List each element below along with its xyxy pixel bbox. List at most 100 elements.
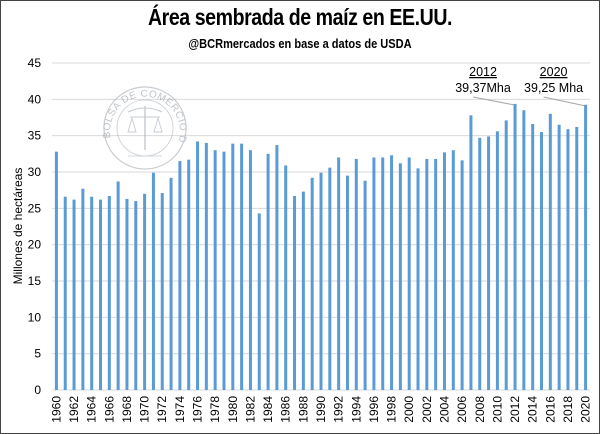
bar-1994 <box>354 158 358 390</box>
bar-1998 <box>390 155 394 390</box>
bar-2006 <box>460 160 464 390</box>
x-tick-label: 2004 <box>437 396 451 423</box>
bar-1988 <box>301 191 305 390</box>
bar-1970 <box>143 193 147 390</box>
bar-1974 <box>178 161 182 390</box>
bar-1976 <box>196 141 200 390</box>
bar-1966 <box>107 195 111 390</box>
bar-1999 <box>398 163 402 390</box>
bar-1961 <box>63 196 67 390</box>
x-tick-label: 1982 <box>243 396 257 423</box>
x-tick-label: 2014 <box>526 396 540 423</box>
bar-1986 <box>284 165 288 390</box>
x-tick-label: 1972 <box>155 396 169 423</box>
bar-1978 <box>213 150 217 390</box>
bar-1985 <box>275 145 279 390</box>
bar-2014 <box>531 124 535 390</box>
bar-2008 <box>478 137 482 390</box>
bar-2005 <box>451 150 455 390</box>
bar-1975 <box>187 159 191 390</box>
x-tick-label: 1986 <box>279 396 293 423</box>
bar-2002 <box>425 158 429 390</box>
bar-1960 <box>54 151 58 390</box>
x-tick-label: 1970 <box>138 396 152 423</box>
bar-1987 <box>293 195 297 390</box>
x-tick-label: 1988 <box>296 396 310 423</box>
x-tick-label: 1964 <box>85 396 99 423</box>
x-tick-label: 1980 <box>226 396 240 423</box>
annotation-leader-line <box>543 96 585 107</box>
bar-2019 <box>575 126 579 391</box>
bar-2013 <box>522 110 526 390</box>
bar-1964 <box>90 196 94 390</box>
x-tick-label: 2008 <box>473 396 487 423</box>
x-tick-label: 2000 <box>402 396 416 423</box>
x-tick-label: 2010 <box>490 396 504 423</box>
bar-2018 <box>566 129 570 391</box>
bar-2001 <box>416 168 420 390</box>
y-tick-label: 40 <box>28 92 42 106</box>
y-tick-label: 15 <box>28 274 42 288</box>
y-tick-label: 30 <box>28 165 42 179</box>
bar-1979 <box>222 151 226 390</box>
seal-text: BOLSA DE COMERCIO DE ROSARIO <box>0 0 188 144</box>
bar-2012 <box>513 103 517 391</box>
bar-1963 <box>81 188 85 390</box>
x-tick-label: 2006 <box>455 396 469 423</box>
x-tick-label: 1976 <box>191 396 205 423</box>
bar-2003 <box>434 158 438 390</box>
x-tick-label: 1962 <box>67 396 81 423</box>
bar-1996 <box>372 157 376 390</box>
x-tick-label: 1996 <box>367 396 381 423</box>
bar-1971 <box>151 172 155 390</box>
bar-1989 <box>310 177 314 390</box>
bar-2010 <box>495 131 499 390</box>
x-tick-label: 2016 <box>543 396 557 423</box>
bar-2017 <box>557 124 561 391</box>
y-tick-label: 25 <box>28 201 42 215</box>
bar-1982 <box>248 150 252 390</box>
bar-1992 <box>337 157 341 390</box>
x-tick-label: 1968 <box>120 396 134 423</box>
bar-1972 <box>160 193 164 390</box>
bar-1965 <box>99 199 103 390</box>
chart-title: Área sembrada de maíz en EE.UU. <box>147 4 453 30</box>
y-tick-label: 10 <box>28 310 42 324</box>
bar-1984 <box>266 153 270 390</box>
y-tick-label: 45 <box>28 56 42 70</box>
bar-2011 <box>504 120 508 390</box>
bar-1973 <box>169 177 173 390</box>
annotation-year-2020: 2020 <box>540 65 568 79</box>
x-tick-label: 1984 <box>261 396 275 423</box>
bar-2004 <box>442 152 446 390</box>
chart-subtitle: @BCRmercados en base a datos de USDA <box>188 36 412 51</box>
bar-2000 <box>407 157 411 390</box>
x-axis-ticks: 1960 1962 1964 1966 1968 1970 1972 1974 1976 1978… <box>49 396 592 423</box>
bar-1962 <box>72 199 76 390</box>
x-tick-label: 1960 <box>49 396 63 423</box>
bar-1997 <box>381 157 385 390</box>
y-tick-label: 0 <box>34 383 41 397</box>
annotation-year-2012: 2012 <box>469 65 497 79</box>
annotation-leader-line <box>472 96 515 106</box>
bar-1980 <box>231 143 235 390</box>
y-axis-label: Millones de hectáreas <box>11 168 25 285</box>
bar-2009 <box>487 136 491 390</box>
x-tick-label: 1992 <box>332 396 346 423</box>
y-tick-label: 20 <box>28 238 42 252</box>
bar-2007 <box>469 115 473 390</box>
bar-1969 <box>134 201 138 390</box>
x-tick-label: 1998 <box>385 396 399 423</box>
bars <box>54 103 588 391</box>
x-tick-label: 1990 <box>314 396 328 423</box>
bar-1983 <box>257 213 261 390</box>
bcr-seal-watermark: BOLSA DE COMERCIO DE ROSARIO <box>0 0 188 170</box>
bar-1977 <box>204 142 208 390</box>
bar-1981 <box>240 143 244 390</box>
x-tick-label: 1966 <box>102 396 116 423</box>
x-tick-label: 1978 <box>208 396 222 423</box>
y-tick-label: 35 <box>28 129 42 143</box>
x-tick-label: 2020 <box>579 396 593 423</box>
bar-2016 <box>548 113 552 390</box>
